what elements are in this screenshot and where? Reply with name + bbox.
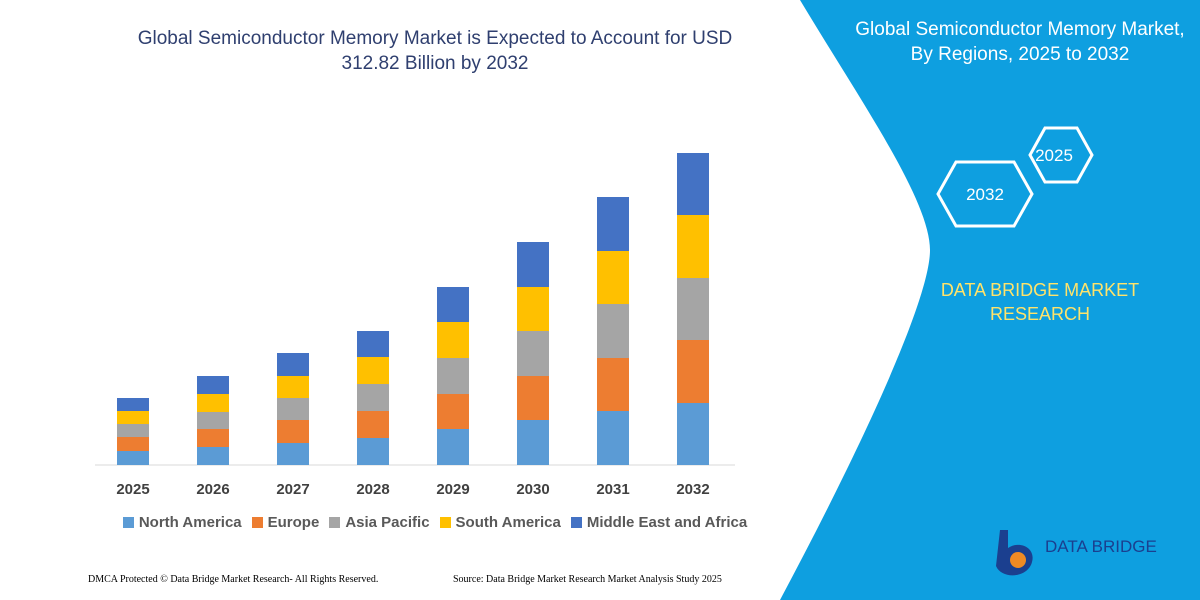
bar-segment (117, 424, 149, 437)
bar-segment (277, 443, 309, 465)
x-tick-label: 2028 (356, 481, 389, 498)
brand: DATA BRIDGE MARKET RESEARCH (940, 280, 1140, 324)
legend-label: Asia Pacific (345, 514, 430, 531)
bar-segment (197, 447, 229, 465)
bar-segment (437, 358, 469, 394)
legend-swatch (570, 517, 582, 528)
bar-segment (197, 394, 229, 412)
legend-label: South America (455, 514, 561, 531)
bar-segment (357, 411, 389, 438)
bar-segment (117, 411, 149, 424)
bar-segment (437, 322, 469, 358)
hexagon (936, 160, 1034, 228)
bar-segment (597, 197, 629, 251)
x-tick-label: 2026 (196, 481, 229, 498)
hexagon (1028, 126, 1094, 184)
x-tick-label: 2029 (436, 481, 469, 498)
bar-segment (117, 437, 149, 451)
panel-title: Global Semiconductor Memory Market, By R… (855, 19, 1185, 65)
legend-swatch (122, 517, 134, 528)
legend-item: South America (439, 514, 561, 531)
bar-segment (677, 278, 709, 340)
legend-item: Asia Pacific (329, 514, 430, 531)
bar-segment (117, 451, 149, 465)
bar-segment (677, 153, 709, 215)
bar-segment (597, 251, 629, 304)
legend-swatch (329, 517, 341, 528)
hexagon-label: 2032 (966, 185, 1004, 204)
legend-item: North America (122, 514, 242, 531)
bar-segment (277, 398, 309, 420)
legend-item: Europe (251, 514, 320, 531)
legend-label: North America (138, 514, 242, 531)
legend-label: Middle East and Africa (586, 514, 748, 531)
bar-segment (197, 376, 229, 394)
bar-segment (357, 357, 389, 384)
legend-swatch (251, 517, 263, 528)
logo-mark (1010, 552, 1026, 568)
bar-segment (677, 340, 709, 403)
bar-segment (597, 411, 629, 465)
bar-segment (197, 412, 229, 429)
bar-segment (597, 358, 629, 411)
bar-segment (277, 376, 309, 398)
bar-segment (517, 242, 549, 287)
legend-item: Middle East and Africa (570, 514, 748, 531)
bar-segment (277, 353, 309, 376)
logo-text: DATA BRIDGE (1045, 537, 1157, 556)
bar-segment (437, 287, 469, 322)
bar-segment (357, 438, 389, 465)
bar-segment (277, 420, 309, 443)
bar-segment (357, 384, 389, 411)
bar-segment (117, 398, 149, 411)
legend-swatch (439, 517, 451, 528)
bar-segment (517, 287, 549, 331)
x-tick-label: 2025 (116, 481, 149, 498)
footer-dmca: DMCA Protected © Data Bridge Market Rese… (88, 574, 379, 585)
bar-segment (437, 394, 469, 429)
x-tick-label: 2030 (516, 481, 549, 498)
footer-source: Source: Data Bridge Market Research Mark… (453, 574, 722, 585)
bar-segment (677, 403, 709, 465)
side-panel (780, 0, 1200, 600)
bar-segment (517, 376, 549, 420)
x-tick-label: 2031 (596, 481, 629, 498)
x-tick-label: 2027 (276, 481, 309, 498)
bar-segment (677, 215, 709, 278)
chart-title: Global Semiconductor Memory Market is Ex… (137, 28, 733, 74)
bar-segment (197, 429, 229, 447)
bar-segment (437, 429, 469, 465)
bar-segment (517, 331, 549, 376)
x-tick-label: 2032 (676, 481, 709, 498)
bar-segment (357, 331, 389, 357)
legend: North America Europe Asia Pacific South Ame… (110, 514, 760, 531)
bar-segment (517, 420, 549, 465)
bar-segment (597, 304, 629, 358)
legend-label: Europe (267, 514, 320, 531)
plot: 2025 2026 2027 2028 2029 2030 2031 2032 (116, 153, 710, 498)
hexagon-label: 2025 (1035, 146, 1073, 165)
